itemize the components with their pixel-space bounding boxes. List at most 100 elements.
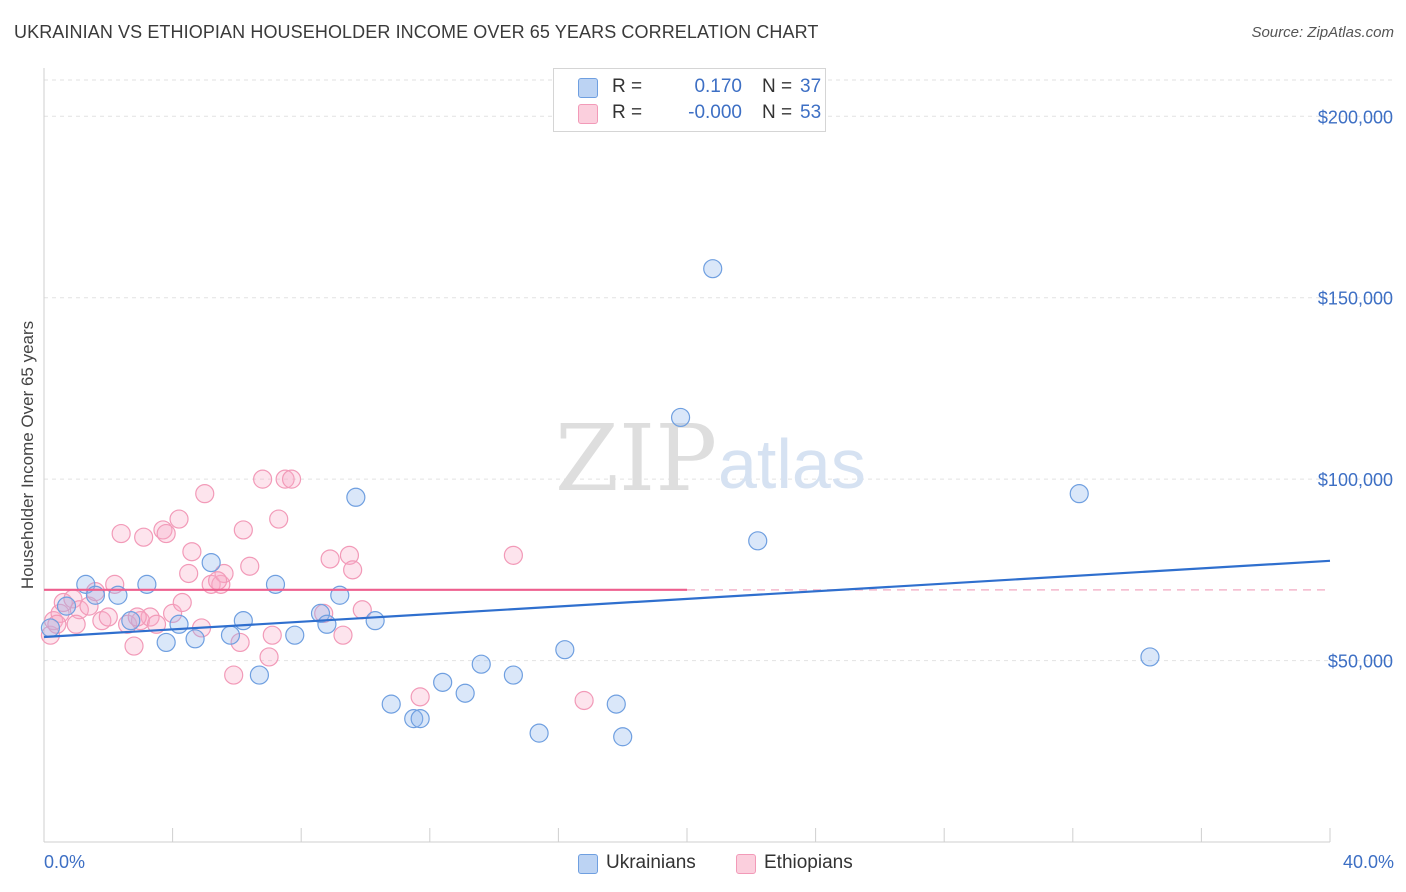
y-tick-label: $100,000 — [1318, 470, 1393, 490]
ethiopians-point — [127, 607, 147, 627]
ukrainians-point — [310, 603, 331, 624]
ukrainians-point — [365, 611, 385, 631]
ethiopians-point — [208, 571, 228, 591]
ukrainians-point — [249, 665, 270, 685]
ukrainians-point — [156, 632, 176, 653]
ethiopians-point — [156, 523, 176, 544]
ethiopians-points — [40, 469, 594, 711]
ethiopians-point — [169, 509, 189, 529]
ukrainians-point — [703, 259, 723, 279]
n-label: N = — [762, 102, 793, 123]
ukrainians-point — [455, 683, 475, 703]
ethiopians-point — [66, 614, 86, 634]
ethiopians-point — [233, 520, 253, 540]
y-tick-labels: $50,000 $100,000 $150,000 $200,000 — [1318, 107, 1393, 671]
ethiopians-point — [153, 520, 173, 540]
ukrainians-point — [410, 709, 430, 729]
y-tick-label: $200,000 — [1318, 107, 1393, 127]
ethiopians-point — [195, 484, 215, 504]
ethiopians-point — [111, 523, 131, 544]
ukrainians-point — [613, 727, 633, 747]
chart-title: UKRAINIAN VS ETHIOPIAN HOUSEHOLDER INCOM… — [14, 22, 819, 42]
ukrainians-point — [185, 629, 205, 649]
x-tick-label-max: 40.0% — [1342, 852, 1394, 872]
ethiopians-point — [503, 545, 523, 565]
n-value: 53 — [800, 102, 822, 123]
watermark-zip: ZIP — [555, 405, 717, 512]
ethiopians-point — [262, 625, 282, 645]
ukrainians-point — [670, 407, 691, 428]
ethiopians-point — [259, 647, 279, 667]
trend-lines — [43, 559, 1331, 639]
ukrainians-point — [285, 625, 305, 645]
r-label: R = — [612, 76, 643, 97]
ethiopians-point — [281, 469, 302, 489]
ukrainians-point — [201, 552, 221, 573]
ukrainians-point — [381, 694, 401, 714]
ukrainians-swatch — [578, 78, 598, 98]
ethiopians-point — [50, 603, 70, 624]
n-label: N = — [762, 76, 793, 97]
ukrainians-point — [529, 723, 549, 743]
ethiopians-point — [182, 542, 202, 562]
ethiopians-point — [333, 625, 353, 645]
ethiopians-point — [146, 614, 167, 634]
ethiopians-point — [253, 469, 273, 489]
ethiopians-point — [410, 687, 430, 707]
ukrainians-point — [1140, 647, 1160, 667]
watermark-atlas: atlas — [718, 425, 866, 503]
ukrainians-point — [346, 487, 366, 507]
ethiopians-point — [172, 592, 192, 613]
r-value: -0.000 — [688, 102, 742, 123]
ethiopians-point — [343, 560, 363, 580]
ethiopians-point — [130, 611, 151, 631]
ethiopians-point — [230, 632, 250, 653]
ethiopians-point — [574, 690, 594, 711]
n-value: 37 — [800, 76, 822, 97]
ethiopians-point — [124, 636, 144, 656]
ethiopians-point — [47, 614, 67, 634]
ukrainians-point — [606, 694, 626, 714]
y-tick-label: $150,000 — [1318, 289, 1393, 309]
x-tick-label-min: 0.0% — [44, 852, 86, 872]
source-label: Source: ZipAtlas.com — [1251, 24, 1394, 41]
ukrainians-point — [471, 654, 491, 674]
ethiopians-point — [320, 549, 340, 569]
correlation-legend: R = 0.170 N = 37 R = -0.000 N = 53 — [553, 68, 826, 132]
series-legend: Ukrainians Ethiopians — [0, 852, 1406, 876]
axes — [43, 68, 1331, 843]
ukrainians-point — [433, 672, 453, 692]
r-value: 0.170 — [694, 76, 742, 97]
ukrainians-point — [220, 625, 241, 645]
ethiopians-point — [134, 527, 154, 547]
ethiopians-point — [275, 469, 295, 489]
ethiopians-point — [240, 556, 260, 576]
ethiopians-point — [53, 592, 73, 613]
ethiopians-legend-swatch — [736, 854, 756, 874]
ukrainians-points — [40, 259, 1160, 747]
ukrainians-point — [555, 640, 575, 660]
ethiopians-point — [98, 607, 118, 627]
ethiopians-point — [92, 611, 112, 631]
legend-label-ethiopians: Ethiopians — [764, 852, 853, 873]
y-tick-label: $50,000 — [1328, 652, 1393, 672]
ukrainians-trend-line — [43, 559, 1331, 639]
ethiopians-point — [339, 545, 360, 565]
r-label: R = — [612, 102, 643, 123]
ukrainians-point — [233, 611, 253, 631]
ethiopians-point — [214, 563, 234, 584]
ukrainians-point — [169, 614, 189, 634]
ukrainians-point — [121, 611, 141, 631]
ukrainians-point — [56, 596, 77, 616]
ethiopians-point — [163, 603, 183, 624]
ukrainians-point — [503, 665, 523, 685]
ethiopians-point — [179, 563, 199, 584]
watermark: ZIP atlas — [555, 405, 866, 512]
ethiopians-point — [224, 665, 244, 685]
ukrainians-point — [40, 618, 61, 638]
ukrainians-point — [317, 614, 337, 634]
legend-label-ukrainians: Ukrainians — [606, 852, 696, 873]
ukrainians-legend-swatch — [578, 854, 598, 874]
ethiopians-point — [269, 509, 289, 529]
